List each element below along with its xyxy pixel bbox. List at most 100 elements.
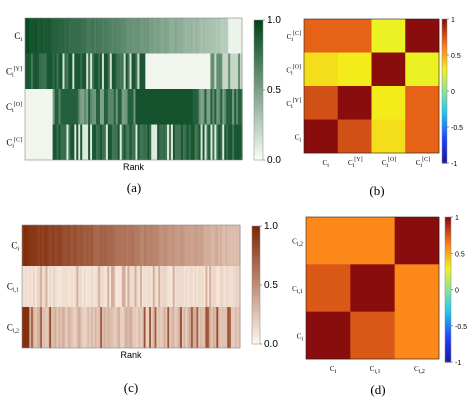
heatmap-cell — [111, 18, 115, 54]
heatmap-cell — [198, 225, 201, 266]
heatmap-cell — [109, 89, 113, 125]
heatmap-cell — [83, 307, 87, 348]
heatmap-cell — [139, 89, 142, 125]
heatmap-cell — [236, 53, 239, 89]
heatmap-cell — [29, 307, 32, 348]
colorbar-swatch — [254, 59, 263, 63]
heatmap-cell — [196, 307, 199, 348]
heatmap-cell — [129, 266, 132, 307]
colorbar-swatch — [252, 241, 260, 245]
heatmap-cell — [94, 225, 98, 266]
heatmap-cell — [28, 124, 32, 160]
heatmap-cell — [44, 124, 48, 160]
colorbar-swatch — [445, 316, 451, 320]
colorbar-swatch — [445, 250, 451, 254]
heatmap-cell — [56, 18, 60, 54]
heatmap-cell — [161, 53, 164, 89]
heatmap-cell — [138, 266, 141, 307]
matrix-cell — [405, 119, 440, 154]
matrix-cell — [394, 311, 440, 360]
colorbar-swatch — [254, 125, 263, 128]
heatmap-cell — [132, 225, 136, 266]
heatmap-cell — [25, 124, 28, 160]
colorbar-tick-label: -0.5 — [455, 324, 467, 331]
heatmap-cell — [223, 266, 227, 307]
heatmap-cell — [216, 124, 219, 160]
heatmap-cell — [92, 89, 95, 125]
colorbar-swatch — [254, 48, 263, 51]
colorbar-swatch — [252, 292, 260, 296]
heatmap-cell — [210, 124, 214, 160]
heatmap-cell — [72, 307, 76, 348]
heatmap-cell — [184, 124, 188, 160]
heatmap-cell — [103, 53, 107, 89]
heatmap-cell — [41, 266, 45, 307]
heatmap-cell — [125, 266, 128, 307]
heatmap-cell — [129, 89, 133, 125]
heatmap-cell — [238, 89, 241, 125]
heatmap-cell — [78, 225, 81, 266]
heatmap-cell — [78, 18, 81, 54]
heatmap-cell — [192, 266, 196, 307]
heatmap-cell — [169, 266, 172, 307]
heatmap-cell — [121, 266, 125, 307]
heatmap-cell — [174, 124, 178, 160]
heatmap-cell — [196, 225, 199, 266]
heatmap-cell — [78, 53, 81, 89]
heatmap-cell — [196, 89, 200, 125]
colorbar-swatch — [254, 24, 263, 28]
heatmap-cell — [49, 307, 52, 348]
heatmap-cell — [182, 18, 186, 54]
heatmap-frame — [21, 224, 241, 349]
colorbar-swatch — [252, 324, 260, 327]
heatmap-cell — [178, 18, 182, 54]
heatmap-cell — [97, 53, 101, 89]
colorbar-swatch — [254, 127, 263, 131]
colorbar-swatch — [252, 261, 260, 264]
heatmap-cell — [38, 18, 42, 54]
heatmap-cell — [180, 53, 184, 89]
heatmap-cell — [204, 53, 208, 89]
heatmap-cell — [206, 89, 210, 125]
colorbar-swatch — [445, 270, 451, 274]
heatmap-cell — [52, 89, 56, 125]
colorbar-swatch — [442, 74, 447, 78]
heatmap-cell — [204, 124, 208, 160]
panel-c-heatmap: Ci Ci,1 Ci,2 Rank — [7, 224, 241, 360]
heatmap-cell — [111, 266, 114, 307]
heatmap-cell — [34, 124, 38, 160]
colorbar-swatch — [252, 298, 260, 302]
heatmap-cell — [60, 124, 64, 160]
heatmap-cell — [222, 18, 225, 54]
matrix-cell — [405, 19, 440, 53]
colorbar-swatch — [445, 304, 451, 308]
heatmap-cell — [155, 18, 158, 54]
heatmap-cell — [232, 89, 235, 125]
heatmap-cell — [206, 124, 210, 160]
matrix-cell — [306, 311, 351, 360]
colorbar-swatch — [254, 22, 263, 26]
colorbar-swatch — [445, 233, 451, 237]
colorbar-swatch — [445, 294, 451, 298]
heatmap-cell — [151, 89, 154, 125]
heatmap-cell — [182, 53, 186, 89]
heatmap-cell — [118, 225, 121, 266]
heatmap-cell — [159, 18, 162, 54]
heatmap-cell — [194, 53, 198, 89]
colorbar-swatch — [252, 320, 260, 323]
colorbar-swatch — [254, 29, 263, 33]
heatmap-cell — [117, 53, 121, 89]
heatmap-cell — [64, 89, 68, 125]
heatmap-cell — [200, 307, 203, 348]
heatmap-cell — [120, 266, 123, 307]
heatmap-cell — [174, 266, 178, 307]
heatmap-cell — [218, 18, 221, 54]
heatmap-cell — [62, 18, 66, 54]
heatmap-cell — [186, 18, 190, 54]
heatmap-cell — [113, 18, 117, 54]
colorbar-swatch — [442, 107, 447, 111]
colorbar-swatch — [252, 308, 260, 312]
heatmap-cell — [125, 307, 128, 348]
heatmap-cell — [99, 53, 103, 89]
heatmap-cell — [234, 18, 237, 54]
